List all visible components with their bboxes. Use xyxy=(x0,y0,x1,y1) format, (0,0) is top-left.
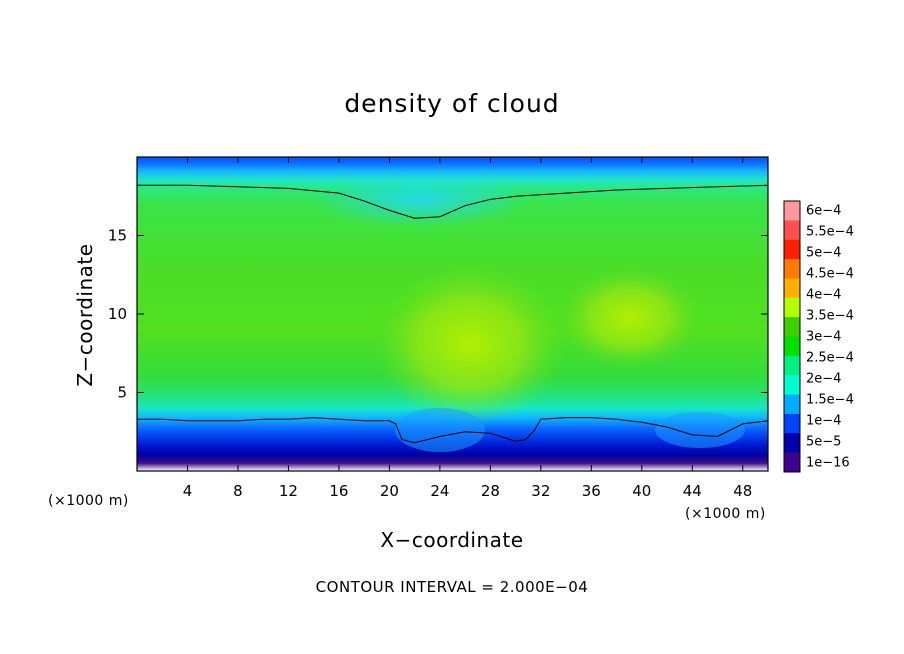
y-tick-label: 15 xyxy=(108,227,127,245)
colorbar-label: 5e−5 xyxy=(806,434,841,449)
colorbar-swatch xyxy=(784,433,800,454)
colorbar-swatch xyxy=(784,239,800,260)
colorbar-label: 5e−4 xyxy=(806,246,841,261)
colorbar-label: 3e−4 xyxy=(806,330,841,345)
y-unit-label: (×1000 m) xyxy=(685,506,766,522)
density-core-center xyxy=(375,265,565,425)
colorbar-frame xyxy=(783,200,801,473)
colorbar-label: 4e−4 xyxy=(806,288,841,303)
y-tick-label: 5 xyxy=(117,384,127,402)
colorbar: 6e−4 5.5e−4 5e−4 4.5e−4 4e−4 3.5e−4 3e−4 2.5e−4… xyxy=(783,200,854,473)
x-unit-label: (×1000 m) xyxy=(48,493,129,509)
colorbar-label: 6e−4 xyxy=(806,204,841,219)
x-axis-ticks: 4 8 12 16 20 24 28 32 36 40 44 48 xyxy=(183,157,752,500)
x-tick-label: 28 xyxy=(481,482,500,500)
base-dip-shade-east xyxy=(655,412,745,448)
x-tick-label: 20 xyxy=(380,482,399,500)
colorbar-swatch xyxy=(784,355,800,376)
x-tick-label: 8 xyxy=(233,482,243,500)
colorbar-swatch xyxy=(784,375,800,396)
colorbar-label: 1e−16 xyxy=(806,455,850,470)
plot-area xyxy=(137,157,768,471)
y-axis-ticks: 5 10 15 xyxy=(108,227,768,402)
x-tick-label: 12 xyxy=(279,482,298,500)
colorbar-swatch xyxy=(784,220,800,241)
x-tick-label: 16 xyxy=(329,482,348,500)
colorbar-swatch xyxy=(784,297,800,318)
colorbar-label: 3.5e−4 xyxy=(806,309,854,324)
x-tick-label: 4 xyxy=(183,482,193,500)
density-core-east xyxy=(560,268,700,368)
x-tick-label: 32 xyxy=(531,482,550,500)
x-tick-label: 48 xyxy=(733,482,752,500)
x-tick-label: 40 xyxy=(632,482,651,500)
colorbar-swatch xyxy=(784,394,800,415)
cloud-base-contour-line xyxy=(137,417,768,444)
colorbar-label: 4.5e−4 xyxy=(806,267,854,282)
x-tick-label: 36 xyxy=(582,482,601,500)
chart-title: density of cloud xyxy=(344,89,559,118)
x-axis-label: X−coordinate xyxy=(380,528,523,552)
colorbar-swatch xyxy=(784,201,800,221)
cloud-top-contour-line xyxy=(137,184,768,219)
colorbar-swatch xyxy=(784,413,800,434)
colorbar-swatch xyxy=(784,336,800,357)
colorbar-label: 2.5e−4 xyxy=(806,350,854,365)
y-axis-label: Z−coordinate xyxy=(73,243,97,386)
colorbar-swatch xyxy=(784,259,800,279)
x-tick-label: 24 xyxy=(430,482,449,500)
colorbar-label: 1.5e−4 xyxy=(806,392,854,407)
contour-interval-note: CONTOUR INTERVAL = 2.000E−04 xyxy=(316,578,589,596)
top-dip-shade xyxy=(310,172,530,228)
colorbar-label: 2e−4 xyxy=(806,371,841,386)
y-tick-label: 10 xyxy=(108,305,127,323)
base-dip-shade-west xyxy=(395,408,485,452)
x-tick-label: 44 xyxy=(683,482,702,500)
colorbar-label: 1e−4 xyxy=(806,413,841,428)
colorbar-swatch xyxy=(784,278,800,299)
colorbar-swatch xyxy=(784,452,800,473)
colorbar-label: 5.5e−4 xyxy=(806,225,854,240)
colorbar-swatch xyxy=(784,317,800,337)
